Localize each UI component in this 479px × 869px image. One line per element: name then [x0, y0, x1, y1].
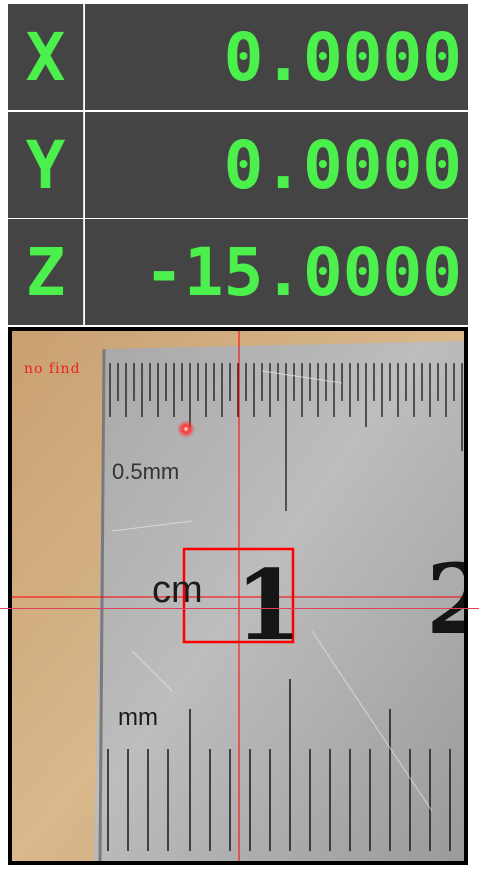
- camera-view[interactable]: 0.5mm cm 1 2 mm no find: [8, 327, 468, 865]
- axis-label-z: Z: [8, 219, 84, 325]
- ruler-label-half-mm: 0.5mm: [112, 459, 180, 484]
- axis-value-y: 0.0000: [85, 112, 468, 218]
- dro-row-x: X 0.0000: [8, 4, 468, 110]
- dro-row-z: Z -15.0000: [8, 219, 468, 325]
- ruler-label-mm: mm: [118, 704, 158, 731]
- axis-value-z: -15.0000: [85, 219, 468, 325]
- dro-row-y: Y 0.0000: [8, 112, 468, 218]
- overlay-guide-line: [0, 608, 479, 609]
- target-box: [182, 547, 295, 644]
- axis-label-y: Y: [8, 112, 84, 218]
- top-scale-ticks: [109, 363, 463, 511]
- ruler-label-cm: cm: [152, 569, 203, 611]
- bottom-scale-ticks: [107, 679, 451, 851]
- detection-status: no find: [24, 361, 81, 377]
- laser-spot: [177, 420, 195, 438]
- axis-value-x: 0.0000: [85, 4, 468, 110]
- ruler-label-one: 1: [235, 549, 302, 662]
- ruler-label-two: 2: [426, 543, 464, 656]
- camera-image: [12, 331, 464, 861]
- axis-label-x: X: [8, 4, 84, 110]
